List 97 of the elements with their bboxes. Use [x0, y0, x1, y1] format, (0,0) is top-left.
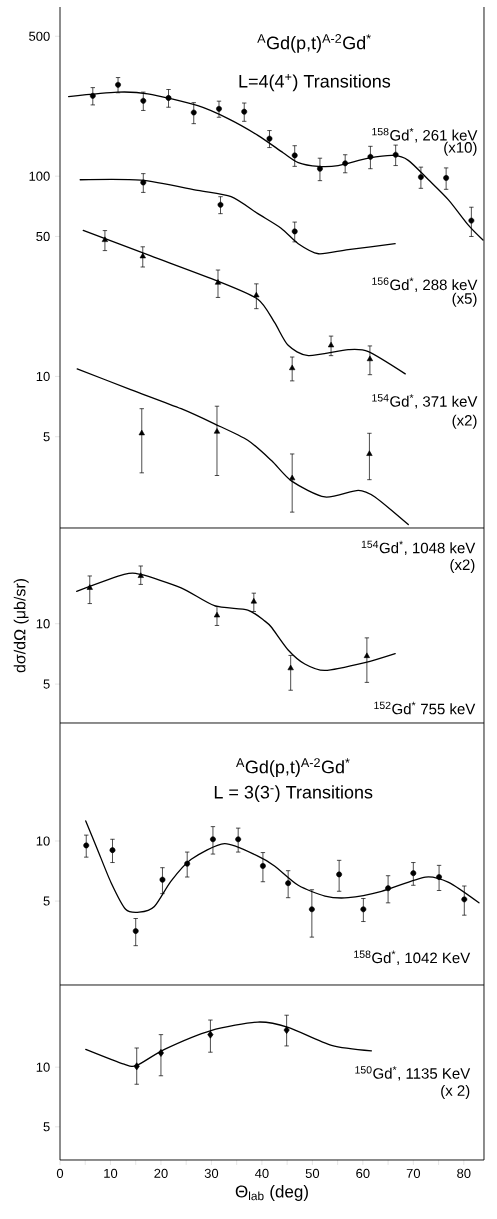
- point: [327, 341, 335, 348]
- point: [157, 1049, 164, 1057]
- point: [101, 236, 108, 242]
- point: [213, 428, 221, 434]
- point: [291, 228, 298, 235]
- point: [291, 152, 298, 159]
- x-tick-label: 40: [254, 1168, 269, 1178]
- point: [283, 1026, 290, 1034]
- annotation: $^{156}$Gd$^{*}$, 288 keV: [372, 277, 478, 292]
- point: [132, 928, 139, 934]
- annotation: $^{158}$Gd$^{*}$, 261 keV: [372, 127, 478, 143]
- annotation: (x2): [452, 414, 477, 429]
- line-series: [79, 178, 396, 255]
- annotation: (x5): [452, 292, 477, 307]
- annotation: $^{150}$Gd$^{*}$, 1135 KeV: [355, 1066, 471, 1081]
- point: [138, 429, 145, 436]
- y-tick-label: 10: [36, 619, 50, 629]
- point: [392, 151, 399, 158]
- annotation: (x 2): [441, 1084, 470, 1099]
- point: [363, 652, 370, 658]
- point: [366, 450, 373, 456]
- point: [89, 92, 96, 99]
- text: $^{A}$Gd(p,t)$^{A-2}$Gd$^{*}$: [236, 758, 350, 777]
- point: [436, 874, 442, 880]
- y-tick-label: 10: [36, 1062, 50, 1072]
- point: [266, 135, 273, 142]
- y-tick-label: 500: [29, 31, 50, 41]
- point: [367, 153, 374, 160]
- point: [140, 97, 147, 104]
- x-tick-label: 60: [356, 1168, 370, 1178]
- point: [190, 109, 197, 116]
- annotation: (x10): [444, 141, 477, 156]
- point: [217, 201, 224, 208]
- point: [468, 217, 475, 224]
- point: [115, 81, 121, 88]
- line-series: [85, 820, 480, 914]
- point: [235, 836, 242, 843]
- point: [253, 291, 260, 298]
- point: [83, 842, 90, 849]
- y-tick-label: 10: [36, 836, 50, 846]
- x-tick-label: 10: [104, 1168, 118, 1178]
- annotation: (x2): [450, 559, 475, 574]
- point: [443, 175, 450, 181]
- point: [133, 1062, 140, 1071]
- point: [140, 179, 147, 186]
- point: [207, 1030, 214, 1039]
- y-tick-label: 5: [43, 679, 50, 689]
- point: [159, 876, 166, 883]
- y-tick-label: 5: [43, 432, 50, 442]
- point: [342, 160, 349, 167]
- point: [214, 279, 222, 285]
- point: [216, 105, 222, 112]
- x-tick-label: 50: [305, 1168, 320, 1178]
- point: [184, 860, 191, 867]
- point: [139, 252, 146, 259]
- point: [336, 871, 343, 878]
- annotation: $^{154}$Gd$^{*}$, 371 keV: [372, 394, 478, 409]
- point: [210, 836, 216, 843]
- text: L = 3(3$^{-}$) Transitions: [214, 785, 373, 803]
- point: [213, 611, 221, 618]
- point: [366, 355, 373, 362]
- y-tick-label: 100: [29, 171, 50, 181]
- y-axis-title: dσ/dΩ (μb/sr): [13, 578, 29, 673]
- point: [165, 95, 172, 101]
- point: [285, 880, 292, 887]
- point: [317, 165, 323, 172]
- point: [260, 863, 266, 869]
- x-tick-label: 80: [457, 1168, 471, 1178]
- point: [250, 598, 257, 604]
- annotation: $^{158}$Gd$^{*}$, 1042 KeV: [354, 950, 471, 965]
- x-tick-label: 70: [406, 1168, 421, 1178]
- annotation: $^{154}$Gd$^{*}$, 1048 keV: [361, 540, 476, 556]
- point: [289, 474, 296, 481]
- text: $^{A}$Gd(p,t)$^{A-2}$Gd$^{*}$: [257, 34, 371, 53]
- point: [308, 906, 315, 913]
- point: [418, 174, 424, 180]
- line-series: [76, 368, 409, 526]
- point: [137, 572, 144, 578]
- y-tick-label: 5: [43, 1122, 50, 1132]
- point: [287, 664, 294, 671]
- annotation: $^{152}$Gd$^{*}$ 755 keV: [374, 701, 476, 715]
- point: [410, 870, 417, 877]
- point: [385, 885, 391, 892]
- x-tick-label: 30: [204, 1168, 219, 1178]
- point: [86, 584, 93, 590]
- x-tick-label: 0: [56, 1168, 64, 1178]
- point: [289, 364, 296, 371]
- y-tick-label: 5: [43, 896, 50, 906]
- text: L=4(4$^{+}$) Transitions: [239, 73, 391, 92]
- point: [241, 108, 248, 115]
- point: [461, 896, 468, 903]
- x-tick-label: 20: [154, 1168, 168, 1178]
- x-axis-title: Θ$_{lab}$ (deg): [235, 1185, 308, 1201]
- point: [360, 906, 367, 913]
- y-tick-label: 10: [36, 371, 50, 382]
- y-tick-label: 50: [36, 231, 50, 242]
- point: [109, 847, 116, 854]
